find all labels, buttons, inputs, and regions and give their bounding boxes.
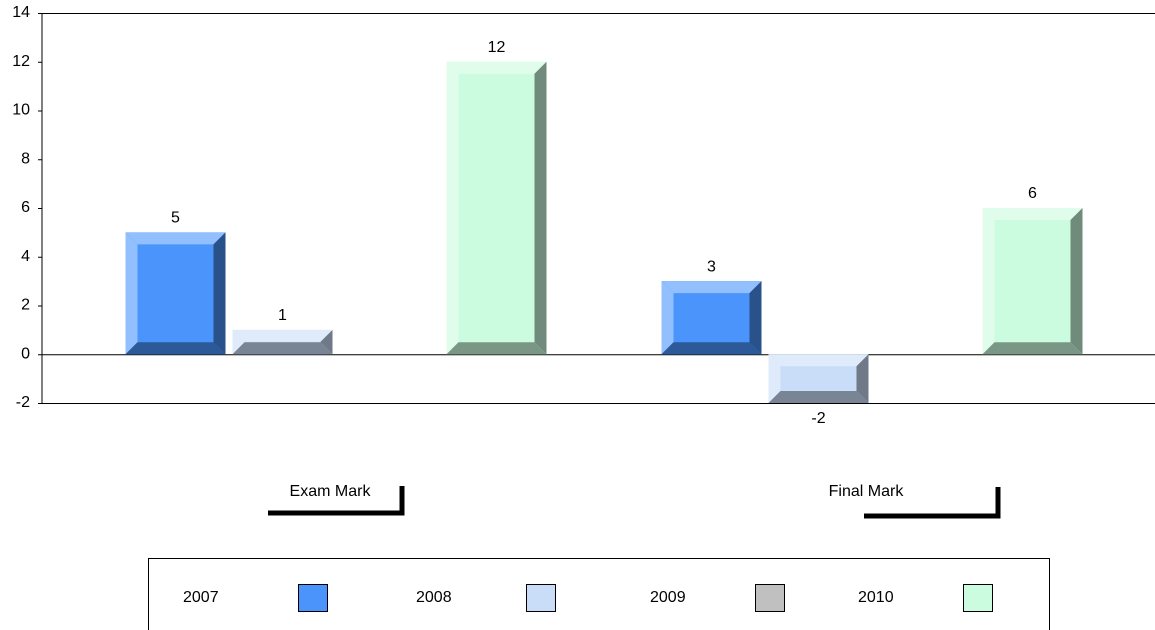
bar-frame <box>982 208 1083 355</box>
y-tick-label: 8 <box>21 150 30 167</box>
y-tick-label: -2 <box>16 394 30 411</box>
legend-label: 2008 <box>416 589 452 606</box>
legend-label: 2010 <box>858 589 894 606</box>
legend-swatch <box>963 584 993 612</box>
data-label: 12 <box>488 39 506 56</box>
bar-bevel-bottom <box>661 342 762 355</box>
bar-bevel-bottom <box>125 342 226 355</box>
data-label: 5 <box>171 210 180 227</box>
legend-label: 2009 <box>650 589 686 606</box>
bar-bevel-top <box>125 232 226 245</box>
bar-frame <box>661 281 762 355</box>
data-label: -2 <box>811 410 825 427</box>
bar-bevel-right <box>320 329 333 355</box>
bar <box>446 61 547 355</box>
bar-bevel-bottom <box>446 342 547 355</box>
bar-bevel-right <box>1070 208 1083 355</box>
y-tick-label: 2 <box>21 297 30 314</box>
bar-bevel-right <box>534 61 547 355</box>
bar-frame <box>446 61 547 355</box>
y-tick-label: 4 <box>21 248 30 265</box>
bar-bevel-left <box>125 232 138 355</box>
bar-bevel-top <box>232 329 333 342</box>
x-tick-label: Final Mark <box>829 483 905 500</box>
bracket <box>864 487 1001 519</box>
bar-bevel-top <box>982 208 1083 220</box>
legend-label: 2007 <box>183 589 219 606</box>
bar <box>982 208 1083 355</box>
bracket <box>268 486 405 516</box>
bar-bevel-left <box>768 354 781 403</box>
bar-bevel-left <box>446 61 459 355</box>
legend-swatch <box>298 584 328 612</box>
x-tick-label: Exam Mark <box>290 483 372 500</box>
y-tick-label: 10 <box>12 102 30 119</box>
bar-frame <box>125 232 226 355</box>
y-tick-label: 14 <box>12 4 30 21</box>
bar-bevel-right <box>856 354 869 403</box>
y-tick-label: 12 <box>12 53 30 70</box>
bar <box>661 281 762 355</box>
data-label: 3 <box>707 258 716 275</box>
bar-bevel-right <box>749 281 762 355</box>
bar-bevel-right <box>213 232 226 355</box>
bar-bevel-left <box>982 208 995 355</box>
bar-bevel-bottom <box>768 391 869 403</box>
y-tick-label: 0 <box>21 345 30 362</box>
legend-swatch <box>755 584 785 612</box>
data-label: 6 <box>1028 185 1037 202</box>
bar-bevel-top <box>446 61 547 74</box>
bar <box>768 354 869 403</box>
legend-box <box>148 558 1050 630</box>
bar <box>232 329 333 355</box>
bar-bevel-left <box>661 281 674 355</box>
bar-bevel-top <box>661 281 762 294</box>
y-tick-label: 6 <box>21 199 30 216</box>
legend-swatch <box>526 584 556 612</box>
category-brackets <box>268 486 1001 519</box>
bar-bevel-top <box>768 354 869 367</box>
bar-bevel-bottom <box>232 342 333 355</box>
bar-bevel-left <box>232 329 245 355</box>
data-label: 1 <box>278 307 287 324</box>
bar-bevel-bottom <box>982 342 1083 355</box>
bar <box>125 232 226 355</box>
